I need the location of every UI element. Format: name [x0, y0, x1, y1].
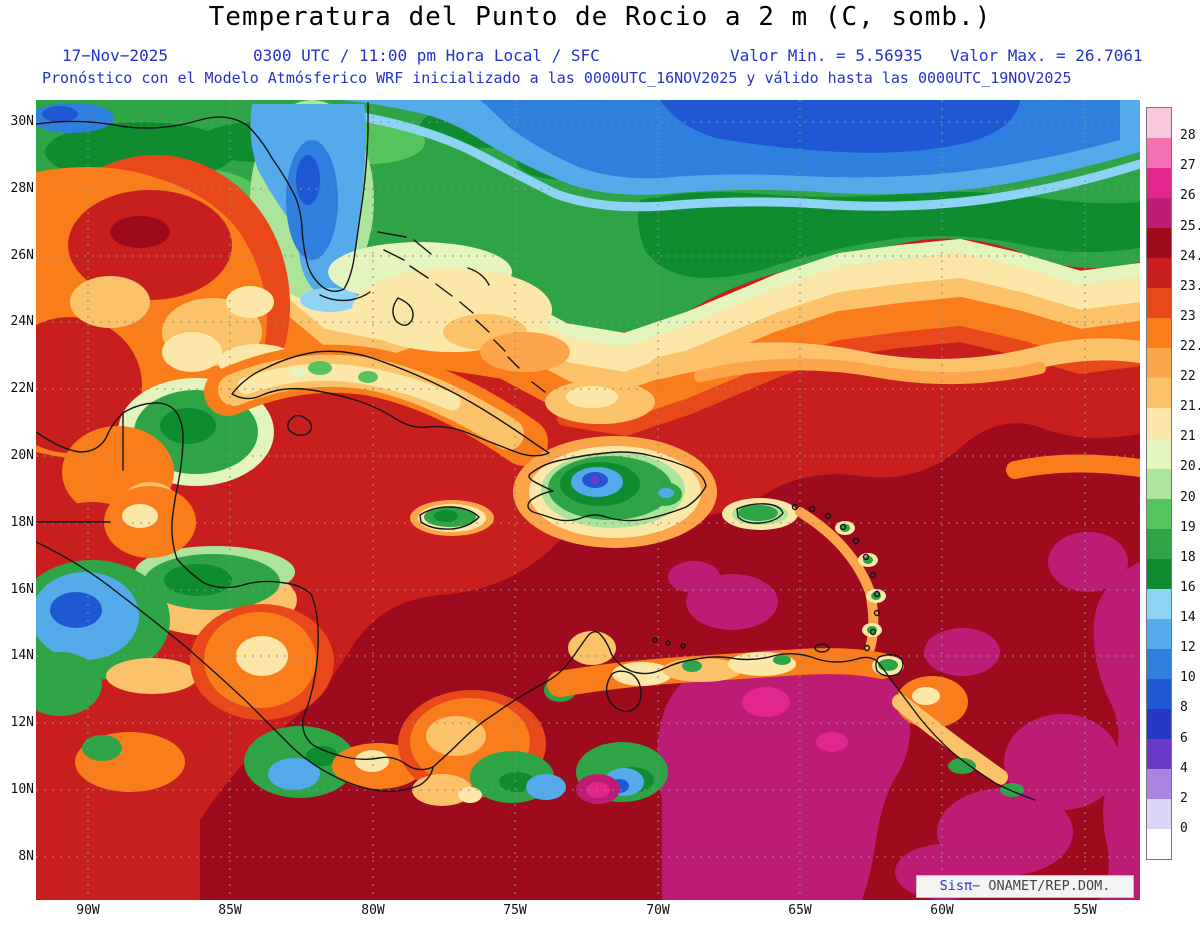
- lat-label: 28N: [10, 181, 34, 196]
- graticule-layer: [36, 100, 1140, 900]
- coastlines-layer: [35, 102, 1036, 801]
- lat-label: 8N: [18, 849, 34, 864]
- colorbar-label: 23: [1180, 309, 1196, 324]
- lat-label: 14N: [10, 648, 34, 663]
- credit-prefix: Sisπ: [939, 878, 973, 894]
- lat-label: 18N: [10, 515, 34, 530]
- colorbar-label: 8: [1180, 700, 1188, 715]
- lon-label: 55W: [1073, 903, 1097, 918]
- colorbar-label: 6: [1180, 731, 1188, 746]
- colorbar-swatch: [1147, 738, 1171, 770]
- colorbar-swatch: [1147, 408, 1171, 439]
- colorbar-label: 26: [1180, 188, 1196, 203]
- colorbar-label: 20: [1180, 490, 1196, 505]
- colorbar-label: 25.5: [1180, 219, 1200, 234]
- lon-label: 70W: [646, 903, 670, 918]
- lat-label: 22N: [10, 381, 34, 396]
- colorbar-label: 21: [1180, 429, 1196, 444]
- colorbar-swatch: [1147, 618, 1171, 649]
- colorbar-swatch: [1147, 498, 1171, 529]
- colorbar-label: 22.5: [1180, 339, 1200, 354]
- shading-layer: [0, 100, 1155, 900]
- colorbar-swatch: [1147, 708, 1171, 739]
- colorbar-swatch: [1147, 228, 1171, 259]
- colorbar-label: 12: [1180, 640, 1196, 655]
- colorbar-swatch: [1147, 799, 1171, 830]
- colorbar-label: 24.5: [1180, 249, 1200, 264]
- lon-label: 65W: [788, 903, 812, 918]
- colorbar-swatch: [1147, 258, 1171, 289]
- colorbar-swatch: [1147, 648, 1171, 679]
- colorbar-swatch: [1147, 528, 1171, 559]
- lon-label: 85W: [218, 903, 242, 918]
- colorbar-label: 22: [1180, 369, 1196, 384]
- colorbar-swatch: [1147, 138, 1171, 169]
- subtitle-max-value: Valor Max. = 26.7061: [950, 46, 1143, 65]
- colorbar-swatch: [1147, 438, 1171, 469]
- colorbar-swatch: [1147, 678, 1171, 709]
- colorbar-swatch: [1147, 318, 1171, 349]
- lat-label: 26N: [10, 248, 34, 263]
- subtitle-min-value: Valor Min. = 5.56935: [730, 46, 923, 65]
- subtitle-time: 0300 UTC / 11:00 pm Hora Local / SFC: [253, 46, 600, 65]
- colorbar-swatch: [1147, 588, 1171, 619]
- colorbar-swatch: [1147, 168, 1171, 199]
- colorbar-swatch: [1147, 108, 1171, 139]
- map-area: [0, 100, 1155, 900]
- page-title: Temperatura del Punto de Rocio a 2 m (C,…: [208, 2, 992, 32]
- subtitle-date: 17−Nov−2025: [62, 46, 168, 65]
- colorbar-label: 4: [1180, 761, 1188, 776]
- colorbar-swatch: [1147, 769, 1171, 800]
- map-canvas: [0, 100, 1155, 900]
- colorbar-swatch: [1147, 468, 1171, 499]
- lon-label: 75W: [503, 903, 527, 918]
- colorbar-swatch: [1147, 288, 1171, 319]
- colorbar-swatch: [1147, 198, 1171, 229]
- colorbar-label: 14: [1180, 610, 1196, 625]
- colorbar-swatch: [1147, 348, 1171, 379]
- colorbar-label: 23.5: [1180, 279, 1200, 294]
- lat-label: 10N: [10, 782, 34, 797]
- colorbar-label: 18: [1180, 550, 1196, 565]
- lat-label: 24N: [10, 314, 34, 329]
- colorbar-swatch: [1147, 829, 1171, 860]
- colorbar-label: 20.5: [1180, 459, 1200, 474]
- colorbar-label: 2: [1180, 791, 1188, 806]
- lat-label: 20N: [10, 448, 34, 463]
- colorbar-label: 19: [1180, 520, 1196, 535]
- colorbar-label: 28: [1180, 128, 1196, 143]
- lat-label: 16N: [10, 582, 34, 597]
- lon-label: 90W: [76, 903, 100, 918]
- subtitle-forecast: Pronóstico con el Modelo Atmósferico WRF…: [42, 69, 1072, 87]
- lat-label: 12N: [10, 715, 34, 730]
- lon-label: 80W: [361, 903, 385, 918]
- colorbar-swatch: [1147, 378, 1171, 409]
- colorbar: [1146, 107, 1172, 860]
- lon-label: 60W: [930, 903, 954, 918]
- credit-box: Sisπ− ONAMET/REP.DOM.: [916, 875, 1134, 898]
- colorbar-label: 16: [1180, 580, 1196, 595]
- colorbar-label: 0: [1180, 821, 1188, 836]
- colorbar-swatch: [1147, 558, 1171, 589]
- colorbar-label: 10: [1180, 670, 1196, 685]
- colorbar-label: 27: [1180, 158, 1196, 173]
- credit-text: − ONAMET/REP.DOM.: [972, 878, 1111, 894]
- colorbar-label: 21.5: [1180, 399, 1200, 414]
- lat-label: 30N: [10, 114, 34, 129]
